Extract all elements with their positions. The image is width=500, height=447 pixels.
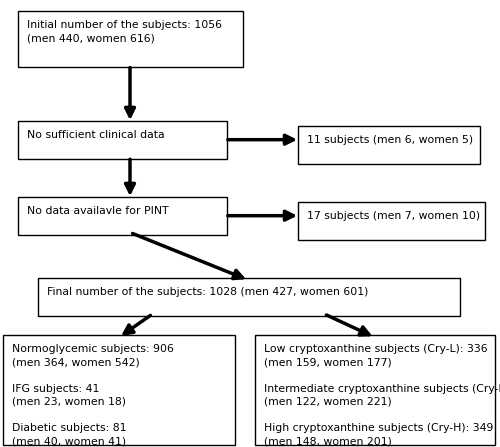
Text: Low cryptoxanthine subjects (Cry-L): 336
(men 159, women 177)

Intermediate cryp: Low cryptoxanthine subjects (Cry-L): 336… [264, 344, 500, 447]
Text: No sufficient clinical data: No sufficient clinical data [27, 130, 164, 139]
Text: Normoglycemic subjects: 906
(men 364, women 542)

IFG subjects: 41
(men 23, wome: Normoglycemic subjects: 906 (men 364, wo… [12, 344, 174, 447]
FancyBboxPatch shape [18, 11, 242, 67]
FancyBboxPatch shape [255, 335, 495, 445]
Text: No data availavle for PINT: No data availavle for PINT [27, 206, 169, 215]
FancyBboxPatch shape [298, 202, 485, 240]
FancyBboxPatch shape [2, 335, 235, 445]
Text: Final number of the subjects: 1028 (men 427, women 601): Final number of the subjects: 1028 (men … [47, 287, 368, 297]
FancyBboxPatch shape [18, 197, 228, 235]
Text: Initial number of the subjects: 1056
(men 440, women 616): Initial number of the subjects: 1056 (me… [27, 20, 222, 43]
FancyBboxPatch shape [18, 121, 228, 159]
Text: 17 subjects (men 7, women 10): 17 subjects (men 7, women 10) [307, 211, 480, 221]
FancyBboxPatch shape [38, 278, 460, 316]
Text: 11 subjects (men 6, women 5): 11 subjects (men 6, women 5) [307, 135, 473, 145]
FancyBboxPatch shape [298, 126, 480, 164]
